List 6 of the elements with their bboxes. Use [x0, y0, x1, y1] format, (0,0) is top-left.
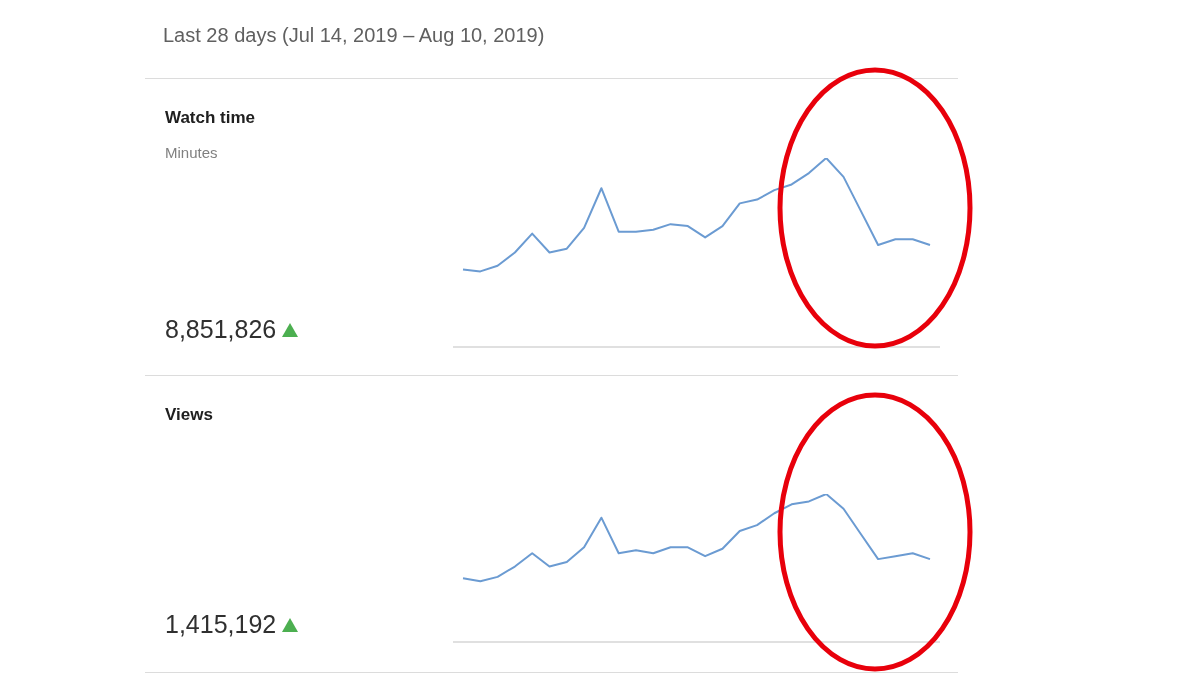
text: 1,415,192 — [165, 610, 277, 639]
text: 8,851,826 — [165, 315, 277, 344]
text: Last 28 days (Jul 14, 2019 – Aug 10, 2019) — [163, 24, 545, 47]
text: Minutes — [165, 144, 218, 161]
text: Watch time — [165, 108, 256, 128]
text: Views — [165, 405, 213, 425]
